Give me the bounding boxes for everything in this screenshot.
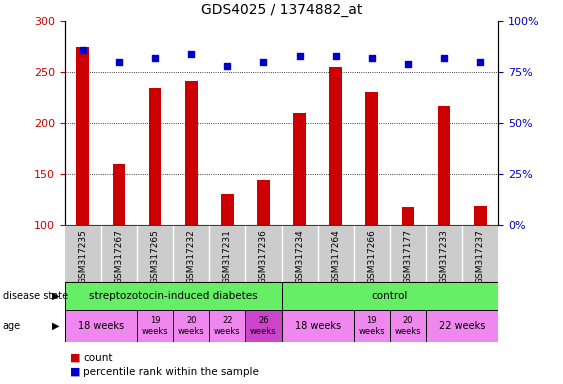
Text: 22
weeks: 22 weeks — [214, 316, 240, 336]
Text: GSM317264: GSM317264 — [331, 229, 340, 284]
Point — [259, 59, 268, 65]
Text: ▶: ▶ — [52, 321, 59, 331]
Text: 20
weeks: 20 weeks — [395, 316, 421, 336]
Text: GSM317231: GSM317231 — [223, 229, 232, 284]
Point — [440, 55, 449, 61]
Text: GSM317265: GSM317265 — [150, 229, 159, 284]
Bar — [365, 92, 378, 326]
Bar — [354, 310, 390, 342]
Point — [331, 53, 340, 59]
Point — [476, 59, 485, 65]
Text: GSM317267: GSM317267 — [114, 229, 123, 284]
Text: GSM317266: GSM317266 — [367, 229, 376, 284]
Text: GSM317233: GSM317233 — [440, 229, 449, 284]
Bar — [282, 282, 498, 310]
Point — [404, 61, 413, 67]
Text: 18 weeks: 18 weeks — [294, 321, 341, 331]
Text: 22 weeks: 22 weeks — [439, 321, 485, 331]
Bar — [113, 164, 125, 326]
Text: GSM317234: GSM317234 — [295, 229, 304, 284]
Bar — [474, 206, 486, 326]
Point — [295, 53, 304, 59]
Text: 18 weeks: 18 weeks — [78, 321, 124, 331]
Point — [223, 63, 232, 69]
Text: control: control — [372, 291, 408, 301]
Bar — [173, 310, 209, 342]
Text: ▶: ▶ — [52, 291, 59, 301]
Text: percentile rank within the sample: percentile rank within the sample — [83, 367, 259, 377]
Bar — [209, 310, 245, 342]
Text: disease state: disease state — [3, 291, 68, 301]
Bar — [438, 106, 450, 326]
Bar — [329, 67, 342, 326]
Bar — [390, 310, 426, 342]
Bar — [257, 180, 270, 326]
Text: ■: ■ — [70, 367, 81, 377]
Point — [187, 51, 196, 57]
Bar — [77, 46, 89, 326]
Bar — [401, 207, 414, 326]
Point — [367, 55, 376, 61]
Bar — [221, 194, 234, 326]
Text: count: count — [83, 353, 113, 363]
Text: 19
weeks: 19 weeks — [359, 316, 385, 336]
Text: streptozotocin-induced diabetes: streptozotocin-induced diabetes — [89, 291, 257, 301]
Bar — [293, 113, 306, 326]
Text: GSM317236: GSM317236 — [259, 229, 268, 284]
Text: 19
weeks: 19 weeks — [142, 316, 168, 336]
Bar — [137, 310, 173, 342]
Bar — [282, 310, 354, 342]
Bar — [426, 310, 498, 342]
Bar — [185, 81, 198, 326]
Text: GSM317232: GSM317232 — [187, 229, 196, 284]
Bar — [245, 310, 282, 342]
Text: 26
weeks: 26 weeks — [250, 316, 277, 336]
Text: GSM317177: GSM317177 — [404, 229, 413, 284]
Text: age: age — [3, 321, 21, 331]
Text: GSM317237: GSM317237 — [476, 229, 485, 284]
Title: GDS4025 / 1374882_at: GDS4025 / 1374882_at — [201, 3, 362, 17]
Text: GSM317235: GSM317235 — [78, 229, 87, 284]
Text: ■: ■ — [70, 353, 81, 363]
Bar — [65, 310, 137, 342]
Point — [78, 46, 87, 53]
Text: 20
weeks: 20 weeks — [178, 316, 204, 336]
Point — [150, 55, 159, 61]
Bar — [65, 282, 282, 310]
Bar — [149, 88, 162, 326]
Point — [114, 59, 123, 65]
